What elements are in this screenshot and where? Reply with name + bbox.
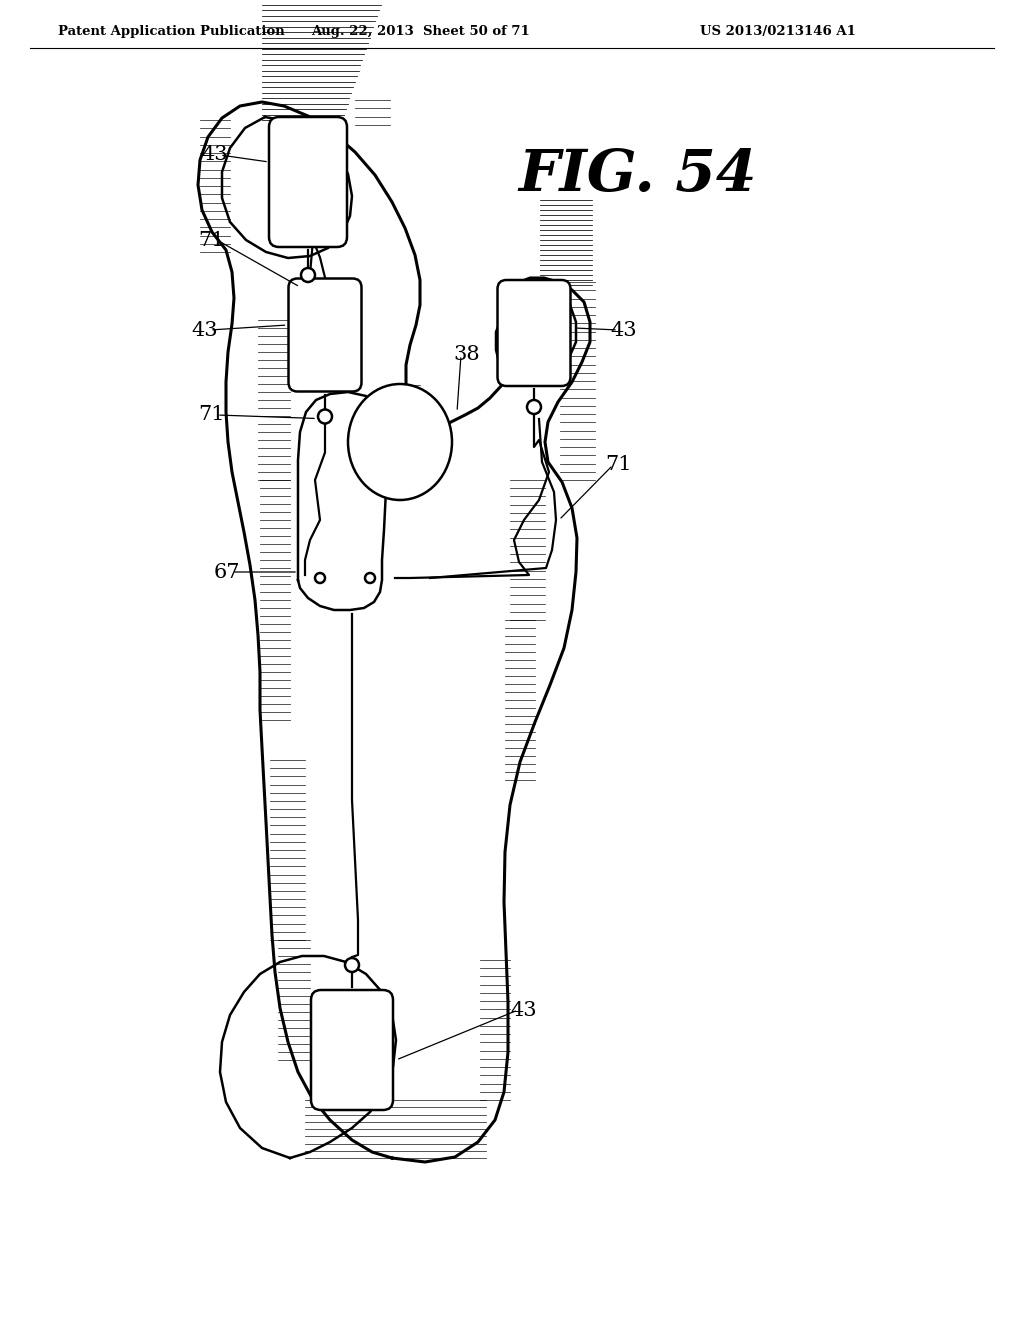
FancyBboxPatch shape xyxy=(498,280,570,385)
Text: 43: 43 xyxy=(510,1001,537,1019)
Text: 71: 71 xyxy=(605,455,632,474)
Circle shape xyxy=(318,409,332,424)
Text: 43: 43 xyxy=(191,321,218,339)
Text: FIG. 54: FIG. 54 xyxy=(519,147,758,203)
Text: 71: 71 xyxy=(199,231,225,249)
Text: 43: 43 xyxy=(610,321,637,339)
Circle shape xyxy=(527,400,541,414)
Text: 67: 67 xyxy=(213,562,240,582)
Text: 71: 71 xyxy=(199,405,225,425)
Text: Aug. 22, 2013  Sheet 50 of 71: Aug. 22, 2013 Sheet 50 of 71 xyxy=(310,25,529,38)
Text: 43: 43 xyxy=(202,145,228,165)
FancyBboxPatch shape xyxy=(311,990,393,1110)
Text: Patent Application Publication: Patent Application Publication xyxy=(58,25,285,38)
Text: 38: 38 xyxy=(453,346,479,364)
Text: US 2013/0213146 A1: US 2013/0213146 A1 xyxy=(700,25,856,38)
Ellipse shape xyxy=(348,384,452,500)
Circle shape xyxy=(345,958,359,972)
Circle shape xyxy=(301,268,315,282)
Circle shape xyxy=(315,573,325,583)
FancyBboxPatch shape xyxy=(269,117,347,247)
Circle shape xyxy=(365,573,375,583)
FancyBboxPatch shape xyxy=(289,279,361,392)
